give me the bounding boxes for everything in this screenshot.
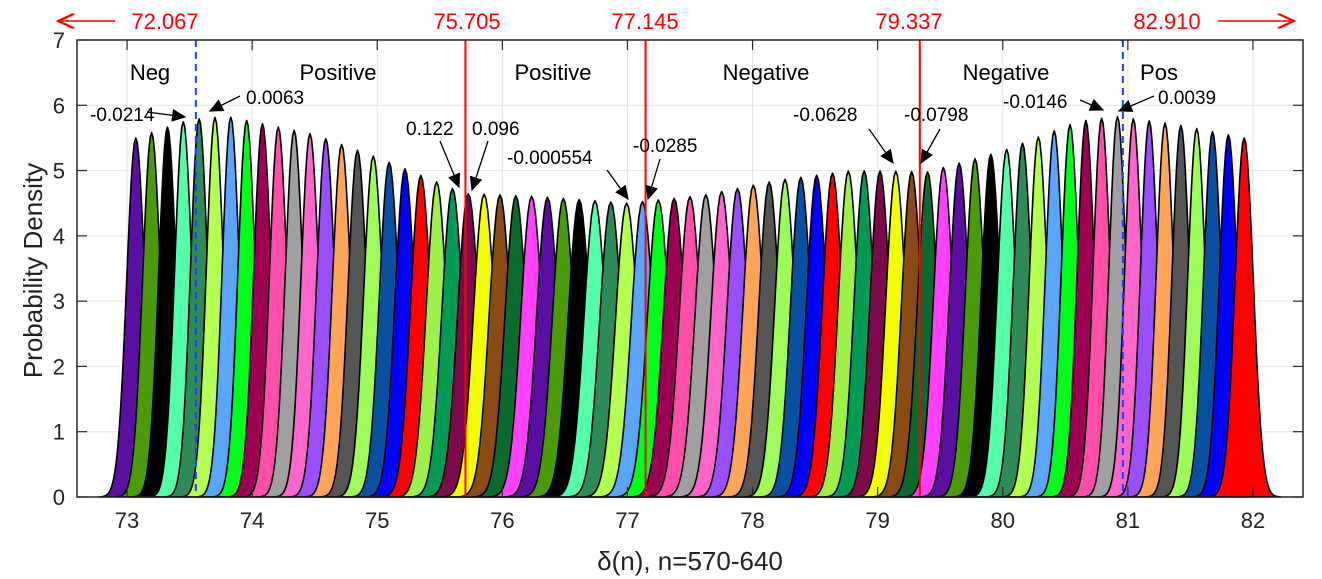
y-axis-label: Probability Density bbox=[18, 163, 48, 378]
y-tick-label: 7 bbox=[53, 28, 65, 53]
annotation-label: -0.0628 bbox=[793, 105, 857, 126]
x-tick-label: 73 bbox=[115, 508, 139, 533]
annotation-arrow bbox=[1117, 95, 1155, 112]
x-tick-label: 76 bbox=[490, 508, 514, 533]
y-tick-label: 2 bbox=[53, 354, 65, 379]
y-tick-label: 0 bbox=[53, 485, 65, 510]
annotation-arrow bbox=[146, 108, 187, 122]
x-tick-label: 74 bbox=[240, 508, 264, 533]
region-labels: Neg Positive Positive Negative Negative Pos bbox=[130, 60, 1178, 85]
y-tick-label: 1 bbox=[53, 420, 65, 445]
annotation-label: -0.0285 bbox=[633, 136, 697, 157]
annotations: -0.0214 0.0063 0.122 0.096 -0.000554 -0.0285 -… bbox=[90, 88, 1216, 201]
annotation-arrow bbox=[208, 95, 241, 112]
annotation-arrow bbox=[469, 140, 489, 192]
annotation-label: -0.0798 bbox=[904, 105, 968, 126]
density-curves bbox=[98, 115, 1282, 498]
annotation-label: -0.0214 bbox=[90, 105, 155, 126]
annotation-label: 0.122 bbox=[406, 119, 454, 140]
region-label: Negative bbox=[963, 60, 1050, 85]
annotation-label: -0.0146 bbox=[1003, 92, 1067, 113]
y-tick-label: 5 bbox=[53, 159, 65, 184]
plot-frame bbox=[76, 39, 1304, 498]
annotation-arrow bbox=[645, 158, 661, 201]
density-curve-640 bbox=[1207, 137, 1282, 498]
annotation-label: 0.0063 bbox=[246, 88, 304, 109]
y-tick-label: 4 bbox=[53, 224, 65, 249]
annotation-arrow bbox=[920, 128, 941, 165]
x-tick-label: 80 bbox=[991, 508, 1015, 533]
top-marker-label: 77.145 bbox=[611, 9, 678, 34]
x-tick-label: 81 bbox=[1116, 508, 1140, 533]
x-tick-label: 75 bbox=[365, 508, 389, 533]
x-tick-label: 79 bbox=[865, 508, 889, 533]
region-label: Neg bbox=[130, 60, 170, 85]
annotation-label: 0.096 bbox=[472, 119, 520, 140]
annotation-arrow bbox=[868, 128, 894, 165]
x-tick-label: 77 bbox=[615, 508, 639, 533]
x-tick-label: 78 bbox=[740, 508, 764, 533]
top-markers: 72.067 75.705 77.145 79.337 82.910 bbox=[58, 9, 1294, 34]
region-label: Negative bbox=[723, 60, 810, 85]
annotation-label: 0.0039 bbox=[1158, 88, 1216, 109]
annotation-arrow bbox=[1079, 98, 1105, 111]
region-label: Positive bbox=[514, 60, 591, 85]
annotation-arrow bbox=[606, 169, 629, 201]
x-axis-label: δ(n), n=570-640 bbox=[597, 546, 783, 576]
region-label: Pos bbox=[1140, 60, 1178, 85]
top-marker-label: 82.910 bbox=[1133, 9, 1200, 34]
y-tick-label: 3 bbox=[53, 289, 65, 314]
annotation-label: -0.000554 bbox=[507, 148, 593, 169]
region-label: Positive bbox=[299, 60, 376, 85]
reference-lines bbox=[194, 40, 1124, 497]
y-tick-label: 6 bbox=[53, 93, 65, 118]
top-marker-label: 79.337 bbox=[875, 9, 942, 34]
top-marker-label: 75.705 bbox=[433, 9, 500, 34]
x-tick-label: 82 bbox=[1241, 508, 1265, 533]
top-marker-label: 72.067 bbox=[131, 9, 198, 34]
axis-ticks: 73 74 75 76 77 78 79 80 81 82 0 1 2 3 4 5 6 7 bbox=[53, 28, 1303, 533]
annotation-arrow bbox=[439, 140, 461, 189]
